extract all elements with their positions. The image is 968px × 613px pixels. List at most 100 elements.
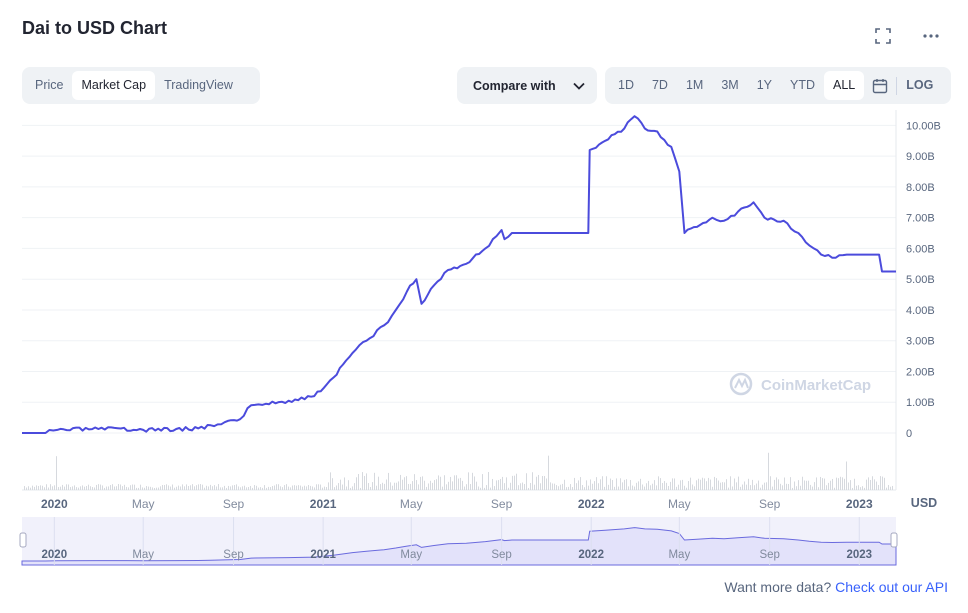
volume-bar xyxy=(374,472,375,490)
range-ytd[interactable]: YTD xyxy=(790,78,816,92)
log-toggle[interactable]: LOG xyxy=(906,78,934,92)
volume-bar xyxy=(484,487,485,490)
volume-bar xyxy=(182,484,183,490)
tab-price[interactable]: Price xyxy=(35,78,64,92)
volume-bar xyxy=(550,482,551,490)
navigator-tick-label: Sep xyxy=(491,549,511,561)
tab-tradingview[interactable]: TradingView xyxy=(164,78,233,92)
volume-bar xyxy=(816,477,817,490)
volume-bar xyxy=(882,476,883,490)
volume-bar xyxy=(520,483,521,490)
x-tick-label: May xyxy=(132,497,155,511)
volume-bar xyxy=(868,477,869,490)
volume-bar xyxy=(30,487,31,490)
volume-bar xyxy=(730,476,731,490)
more-dots-icon[interactable] xyxy=(921,26,941,46)
currency-label: USD xyxy=(911,496,937,510)
volume-bar xyxy=(772,486,773,490)
volume-bar xyxy=(446,484,447,490)
volume-bar xyxy=(488,472,489,490)
range-3m[interactable]: 3M xyxy=(721,78,739,92)
volume-bar xyxy=(46,484,47,490)
volume-bar xyxy=(420,476,421,490)
volume-bar xyxy=(294,485,295,490)
volume-bar xyxy=(246,487,247,490)
range-1y[interactable]: 1Y xyxy=(756,78,773,92)
volume-bar xyxy=(522,482,523,490)
volume-bar xyxy=(762,484,763,490)
volume-bar xyxy=(376,485,377,490)
range-navigator[interactable]: 2020 May Sep 2021 May Sep 2022 May Sep 2023 xyxy=(19,517,898,566)
volume-bar xyxy=(622,482,623,490)
volume-bar xyxy=(242,486,243,490)
volume-bar xyxy=(224,485,225,490)
volume-bar xyxy=(752,479,753,490)
volume-bar xyxy=(348,480,349,490)
volume-bars xyxy=(24,452,893,490)
volume-bar xyxy=(570,484,571,490)
volume-bar xyxy=(624,479,625,490)
volume-bar xyxy=(542,475,543,490)
volume-bar xyxy=(422,476,423,490)
volume-bar xyxy=(44,487,45,490)
volume-bar xyxy=(888,485,889,490)
volume-bar xyxy=(510,482,511,490)
tab-market-cap[interactable]: Market Cap xyxy=(72,71,156,100)
volume-bar xyxy=(620,478,621,490)
volume-bar xyxy=(312,486,313,490)
volume-bar xyxy=(76,487,77,490)
volume-bar xyxy=(538,474,539,490)
volume-bar xyxy=(670,481,671,490)
volume-bar xyxy=(434,480,435,490)
volume-bar xyxy=(292,485,293,490)
volume-bar xyxy=(160,486,161,490)
navigator-tick-label: 2023 xyxy=(846,549,872,561)
volume-bar xyxy=(750,485,751,490)
volume-bar xyxy=(140,484,141,490)
volume-bar xyxy=(194,486,195,490)
volume-bar xyxy=(568,486,569,490)
volume-bar xyxy=(608,484,609,490)
volume-bar xyxy=(178,485,179,490)
y-tick-label: 5.00B xyxy=(906,274,935,286)
volume-bar xyxy=(460,477,461,490)
compare-with-dropdown[interactable]: Compare with xyxy=(457,67,597,104)
volume-bar xyxy=(114,486,115,490)
volume-bar xyxy=(396,482,397,490)
volume-bar xyxy=(662,482,663,490)
volume-bar xyxy=(62,484,63,490)
volume-bar xyxy=(346,486,347,490)
volume-bar xyxy=(678,484,679,490)
volume-bar xyxy=(734,478,735,490)
expand-icon[interactable] xyxy=(873,26,893,46)
api-promo: Want more data? Check out our API xyxy=(724,579,948,595)
volume-bar xyxy=(354,483,355,490)
volume-bar xyxy=(692,484,693,490)
volume-bar xyxy=(684,485,685,490)
range-1m[interactable]: 1M xyxy=(685,78,704,92)
navigator-right-handle[interactable] xyxy=(890,532,898,548)
volume-bar xyxy=(134,484,135,490)
volume-bar xyxy=(210,484,211,490)
volume-bar xyxy=(52,486,53,490)
volume-bar xyxy=(808,480,809,490)
range-7d[interactable]: 7D xyxy=(651,78,668,92)
volume-bar xyxy=(356,477,357,490)
volume-bar xyxy=(304,485,305,490)
navigator-left-handle[interactable] xyxy=(19,532,27,548)
calendar-button[interactable] xyxy=(864,71,896,100)
range-all[interactable]: ALL xyxy=(824,71,865,100)
volume-bar xyxy=(96,484,97,490)
volume-bar xyxy=(474,476,475,490)
volume-bar xyxy=(450,476,451,490)
api-link[interactable]: Check out our API xyxy=(835,579,948,595)
volume-bar xyxy=(830,480,831,490)
coinmarketcap-watermark: CoinMarketCap xyxy=(729,372,871,396)
volume-bar xyxy=(192,484,193,490)
volume-bar xyxy=(90,486,91,490)
range-1d[interactable]: 1D xyxy=(618,78,634,92)
volume-bar xyxy=(226,487,227,490)
volume-bar xyxy=(462,480,463,490)
x-tick-label: 2021 xyxy=(310,497,337,511)
volume-bar xyxy=(634,486,635,490)
